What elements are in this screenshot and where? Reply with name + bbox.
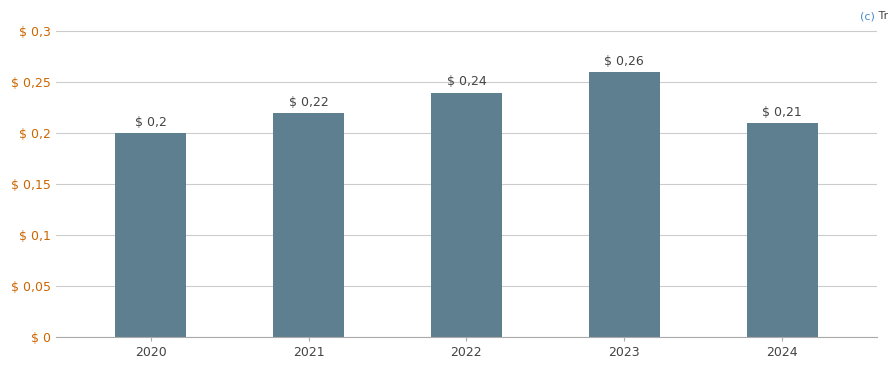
Bar [115, 133, 186, 337]
Text: $ 0,26: $ 0,26 [605, 55, 644, 68]
Text: Trivano.com: Trivano.com [875, 11, 888, 21]
Text: $ 0,21: $ 0,21 [762, 106, 802, 119]
Bar [589, 72, 660, 337]
Bar [431, 92, 502, 337]
Text: $ 0,22: $ 0,22 [289, 96, 329, 109]
Text: $ 0,2: $ 0,2 [135, 116, 167, 129]
Text: $ 0,24: $ 0,24 [447, 75, 487, 88]
Bar [273, 113, 344, 337]
Text: (c): (c) [860, 11, 875, 21]
Bar [747, 123, 818, 337]
